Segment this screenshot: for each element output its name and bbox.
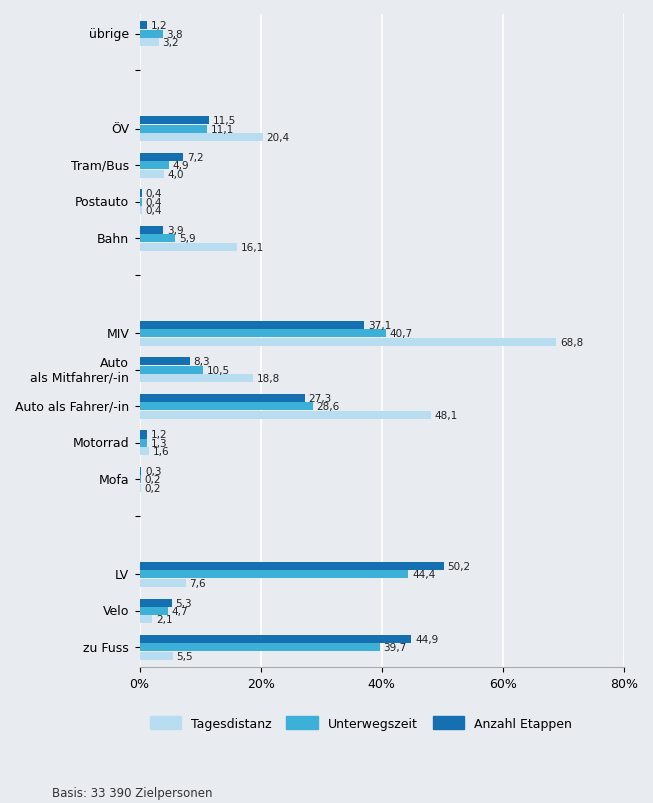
Text: 0,3: 0,3 <box>145 467 161 476</box>
Bar <box>140 170 164 178</box>
Text: 1,2: 1,2 <box>150 22 167 31</box>
Bar <box>140 117 209 125</box>
Text: 7,2: 7,2 <box>187 153 203 163</box>
Bar <box>140 467 141 475</box>
Bar <box>140 235 175 243</box>
Text: 1,2: 1,2 <box>150 430 167 440</box>
Text: 4,9: 4,9 <box>173 161 189 171</box>
Bar <box>140 476 141 484</box>
Bar <box>140 134 263 142</box>
Bar <box>140 125 207 133</box>
Text: 3,2: 3,2 <box>163 38 179 48</box>
Text: 5,5: 5,5 <box>176 651 193 661</box>
Text: 0,4: 0,4 <box>146 206 162 216</box>
Text: 4,0: 4,0 <box>167 169 184 179</box>
Bar <box>140 31 163 39</box>
Text: 7,6: 7,6 <box>189 578 206 588</box>
Bar <box>140 571 408 579</box>
Text: 18,8: 18,8 <box>257 373 280 384</box>
Bar <box>140 616 152 624</box>
Bar <box>140 22 147 31</box>
Bar <box>140 375 253 383</box>
Bar <box>140 644 380 652</box>
Bar <box>140 330 386 338</box>
Bar <box>140 226 163 234</box>
Text: 20,4: 20,4 <box>266 133 290 143</box>
Text: 39,7: 39,7 <box>383 642 407 653</box>
Text: 0,2: 0,2 <box>144 475 161 485</box>
Text: 8,3: 8,3 <box>193 357 210 367</box>
Text: 3,9: 3,9 <box>167 226 183 235</box>
Text: 5,9: 5,9 <box>179 234 195 244</box>
Bar <box>140 366 203 374</box>
Bar <box>140 321 364 329</box>
Bar <box>140 403 313 411</box>
Bar <box>140 358 190 366</box>
Bar <box>140 411 431 419</box>
Bar <box>140 39 159 47</box>
Text: 27,3: 27,3 <box>308 393 332 403</box>
Bar <box>140 207 142 215</box>
Text: 0,2: 0,2 <box>144 483 161 493</box>
Text: 1,6: 1,6 <box>153 446 170 457</box>
Text: Basis: 33 390 Zielpersonen: Basis: 33 390 Zielpersonen <box>52 786 213 799</box>
Text: 0,4: 0,4 <box>146 198 162 207</box>
Text: 10,5: 10,5 <box>207 365 230 375</box>
Text: 37,1: 37,1 <box>368 320 391 331</box>
Bar <box>140 153 183 161</box>
Text: 68,8: 68,8 <box>560 337 583 347</box>
Text: 5,3: 5,3 <box>175 597 192 608</box>
Bar <box>140 431 147 439</box>
Text: 40,7: 40,7 <box>390 329 413 339</box>
Text: 4,7: 4,7 <box>172 606 188 616</box>
Bar <box>140 448 150 456</box>
Bar <box>140 579 185 587</box>
Text: 28,6: 28,6 <box>316 402 340 412</box>
Text: 3,8: 3,8 <box>166 30 183 39</box>
Bar <box>140 190 142 198</box>
Text: 16,1: 16,1 <box>241 243 264 252</box>
Text: 44,9: 44,9 <box>415 634 438 644</box>
Text: 0,4: 0,4 <box>146 190 162 199</box>
Bar <box>140 484 141 492</box>
Bar <box>140 652 173 660</box>
Bar <box>140 635 411 643</box>
Bar <box>140 198 142 206</box>
Text: 11,1: 11,1 <box>210 124 234 135</box>
Bar <box>140 394 305 402</box>
Text: 1,3: 1,3 <box>151 438 168 448</box>
Bar <box>140 607 168 615</box>
Legend: Tagesdistanz, Unterwegszeit, Anzahl Etappen: Tagesdistanz, Unterwegszeit, Anzahl Etap… <box>146 713 575 734</box>
Text: 11,5: 11,5 <box>213 116 236 126</box>
Text: 44,4: 44,4 <box>412 569 436 580</box>
Text: 48,1: 48,1 <box>434 410 458 420</box>
Bar <box>140 243 237 251</box>
Bar <box>140 439 148 447</box>
Text: 50,2: 50,2 <box>447 561 470 571</box>
Text: 2,1: 2,1 <box>156 614 172 625</box>
Bar <box>140 562 443 570</box>
Bar <box>140 162 169 170</box>
Bar <box>140 599 172 607</box>
Bar <box>140 338 556 346</box>
